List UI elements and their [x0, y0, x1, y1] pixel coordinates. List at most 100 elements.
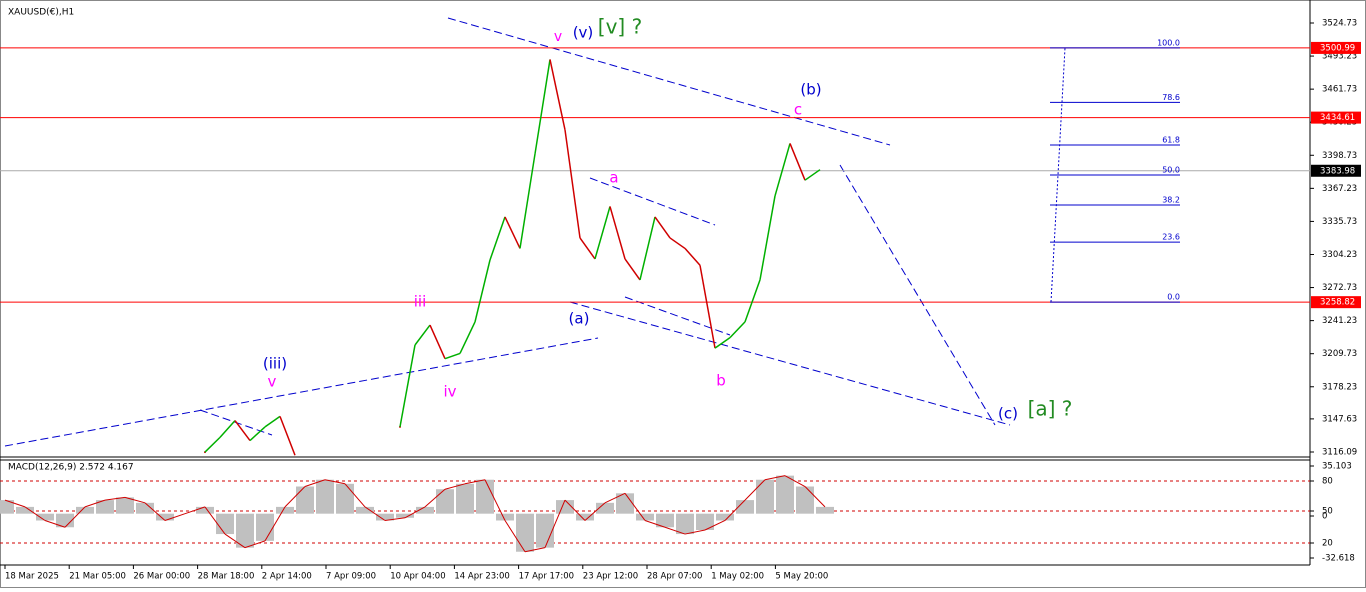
price-level-label: 3500.99 — [1320, 43, 1355, 53]
price-segment — [204, 436, 221, 453]
price-segment — [234, 420, 251, 441]
price-tick-label: 3209.73 — [1322, 349, 1357, 359]
macd-line — [304, 479, 326, 487]
macd-line — [144, 502, 166, 521]
macd-line — [544, 499, 566, 548]
wave-label: (v) — [573, 24, 594, 42]
price-level-label: 3258.82 — [1320, 298, 1355, 308]
time-label: 18 Mar 2025 — [5, 572, 59, 582]
macd-bar — [136, 502, 154, 514]
price-segment — [279, 416, 296, 456]
price-level-tag — [1311, 111, 1361, 124]
macd-line — [744, 479, 766, 501]
wave-label: iii — [414, 293, 427, 311]
price-segment — [429, 324, 446, 359]
price-segment — [549, 59, 566, 130]
macd-line — [104, 496, 126, 501]
wave-label: [v] ? — [598, 15, 642, 39]
macd-axis-label: 0 — [1322, 512, 1327, 522]
macd-line — [684, 529, 706, 535]
macd-bar — [756, 479, 774, 514]
time-label: 17 Apr 17:00 — [519, 572, 574, 582]
macd-bar — [776, 475, 794, 514]
time-label: 1 May 02:00 — [711, 572, 764, 582]
time-label: 7 Apr 09:00 — [326, 572, 376, 582]
price-level-tag — [1311, 296, 1361, 309]
time-label: 26 Mar 00:00 — [133, 572, 190, 582]
price-tick-label: 3335.73 — [1322, 217, 1357, 227]
macd-bar — [56, 513, 74, 528]
macd-bar — [796, 486, 814, 514]
macd-line — [184, 506, 206, 515]
price-segment — [579, 237, 596, 260]
macd-bar — [676, 513, 694, 535]
fib-label: 38.2 — [1162, 196, 1180, 205]
macd-bar — [716, 513, 734, 521]
price-segment — [669, 237, 686, 250]
price-tick-label: 3147.63 — [1322, 414, 1357, 424]
macd-bar — [256, 513, 274, 541]
price-segment — [399, 344, 416, 428]
trendlines — [4, 17, 1066, 447]
macd-line — [724, 499, 746, 521]
price-segment — [264, 415, 281, 428]
time-label: 5 May 20:00 — [775, 572, 828, 582]
macd-bar — [156, 513, 174, 521]
macd-line — [504, 520, 526, 552]
macd-axis-label: 50 — [1322, 507, 1333, 517]
price-tick-label: 3241.23 — [1322, 316, 1357, 326]
time-label: 21 Mar 05:00 — [69, 572, 126, 582]
macd-bar — [116, 497, 134, 514]
fib-label: 50.0 — [1162, 166, 1180, 175]
macd-line — [664, 526, 686, 535]
macd-bar — [76, 506, 94, 514]
macd-bar — [96, 500, 114, 514]
macd-bar — [576, 513, 594, 521]
price-segment — [489, 216, 506, 261]
macd-line — [404, 506, 426, 519]
time-label: 10 Apr 04:00 — [390, 572, 445, 582]
macd-line — [324, 479, 346, 485]
macd-bar — [476, 479, 494, 514]
price-segment — [504, 216, 521, 249]
macd-line — [4, 499, 26, 508]
price-level-tag — [1311, 164, 1361, 177]
price-segment — [774, 143, 791, 197]
macd-bar — [296, 486, 314, 514]
wave-label: v — [268, 373, 277, 391]
macd-line — [204, 506, 226, 535]
macd-line — [224, 533, 246, 549]
macd-line — [704, 520, 726, 531]
macd-line — [44, 520, 66, 528]
price-tick-label: 3116.09 — [1322, 448, 1357, 458]
price-segment — [684, 247, 701, 266]
macd-line — [484, 479, 506, 521]
macd-bar — [0, 500, 14, 514]
fib-label: 100.0 — [1157, 38, 1180, 47]
price-segment — [699, 265, 716, 349]
macd-line — [604, 492, 626, 504]
price-tick-label: 3367.23 — [1322, 184, 1357, 194]
macd-line — [244, 540, 266, 549]
macd-bar — [456, 483, 474, 514]
macd-bar — [416, 506, 434, 514]
macd-bar — [36, 513, 54, 521]
price-level-label: 3383.98 — [1320, 166, 1355, 176]
price-segment — [624, 258, 641, 281]
wave-label: c — [794, 101, 802, 119]
macd-line — [644, 520, 666, 528]
price-segment — [414, 324, 431, 346]
macd-bar — [496, 513, 514, 521]
price-tick-label: 3398.73 — [1322, 151, 1357, 161]
macd-bar — [536, 513, 554, 548]
price-segment — [459, 321, 476, 354]
macd-bar — [376, 513, 394, 521]
macd-line — [164, 513, 186, 521]
macd-line — [584, 502, 606, 521]
time-label: 2 Apr 14:00 — [262, 572, 312, 582]
price-segment — [519, 153, 536, 249]
macd-bar — [696, 513, 714, 530]
macd-line — [64, 506, 86, 528]
